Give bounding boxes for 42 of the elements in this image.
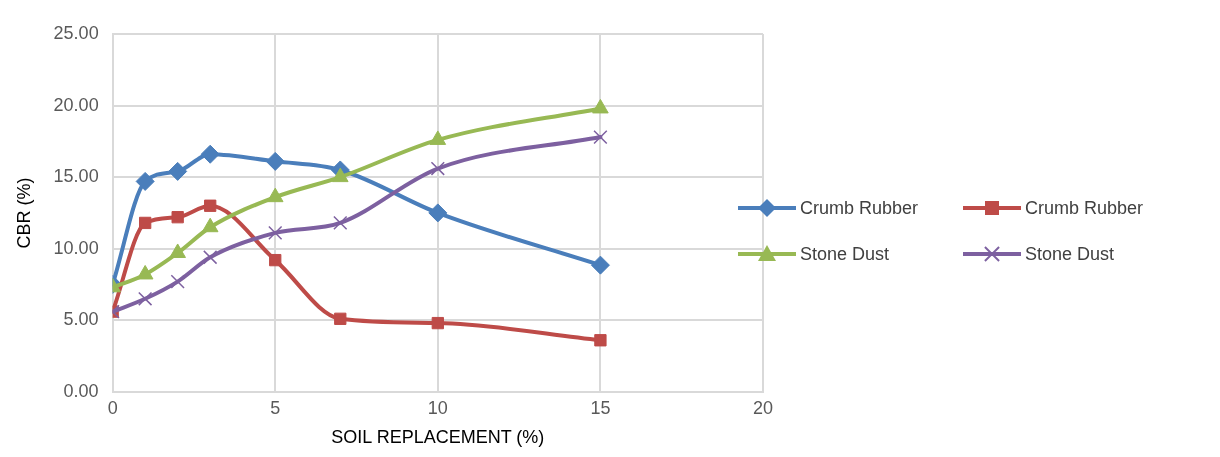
- point: [334, 312, 347, 325]
- point: [168, 161, 188, 181]
- point: [204, 199, 217, 212]
- point: [268, 225, 283, 241]
- point: [135, 171, 155, 191]
- point: [269, 253, 282, 267]
- point: [203, 250, 218, 265]
- legend-label: Stone Dust: [1025, 243, 1115, 265]
- legend-label: Crumb Rubber: [1025, 197, 1144, 219]
- y-tick-label: 10.00: [53, 237, 99, 258]
- point: [430, 161, 445, 176]
- point: [171, 211, 184, 224]
- legend-label: Stone Dust: [800, 243, 890, 265]
- point: [139, 216, 152, 230]
- point: [200, 144, 220, 164]
- point: [592, 98, 609, 114]
- x-tick-label: 10: [427, 397, 448, 418]
- point: [138, 291, 153, 306]
- y-tick-label: 25.00: [53, 22, 99, 43]
- point: [431, 316, 444, 330]
- x-tick-label: 0: [107, 397, 118, 418]
- point: [201, 217, 219, 233]
- y-tick-label: 15.00: [53, 166, 99, 187]
- x-axis-title: SOIL REPLACEMENT (%): [331, 427, 545, 448]
- y-axis-title: CBR (%): [13, 177, 34, 249]
- point: [429, 130, 447, 145]
- point: [428, 203, 448, 223]
- x-tick-label: 5: [270, 397, 281, 418]
- legend-label: Crumb Rubber: [800, 197, 919, 219]
- y-tick-label: 0.00: [63, 380, 99, 401]
- point: [333, 215, 348, 231]
- y-tick-label: 20.00: [53, 94, 99, 115]
- x-tick-label: 15: [590, 397, 611, 418]
- y-tick-label: 5.00: [63, 309, 99, 330]
- point: [170, 274, 185, 289]
- point: [590, 255, 610, 275]
- point: [331, 167, 349, 183]
- point: [593, 129, 608, 145]
- point: [265, 151, 285, 171]
- point: [266, 187, 284, 203]
- x-tick-label: 20: [752, 397, 774, 418]
- point: [594, 334, 607, 347]
